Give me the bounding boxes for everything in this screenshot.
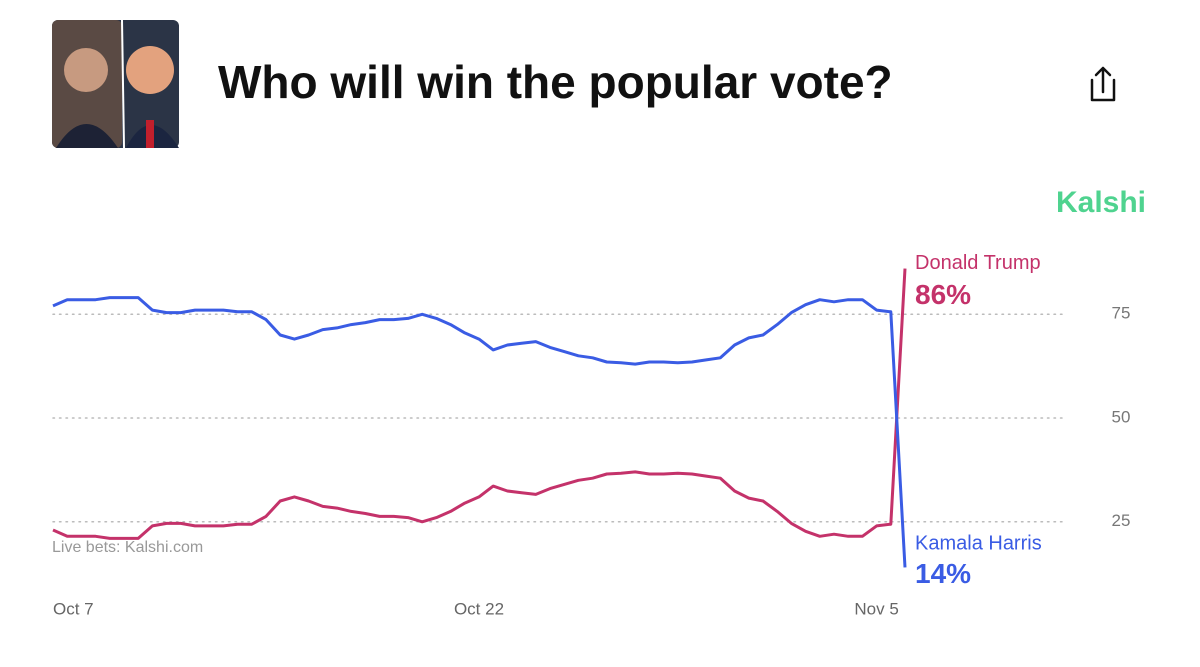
- legend-label: Kamala Harris: [915, 533, 1042, 555]
- legend-label: Donald Trump: [915, 252, 1041, 274]
- x-tick-label: Oct 7: [53, 599, 94, 618]
- x-tick-label: Oct 22: [454, 599, 504, 618]
- brand: Kalshi: [1056, 186, 1146, 219]
- source-note: Live bets: Kalshi.com: [52, 539, 203, 556]
- y-tick-label: 50: [1112, 407, 1131, 426]
- line: [52, 268, 907, 540]
- value-label: 14%: [915, 558, 971, 589]
- line: [52, 296, 907, 568]
- y-tick-label: 75: [1112, 304, 1131, 323]
- value-label: 86%: [915, 279, 971, 310]
- y-tick-label: 25: [1112, 511, 1131, 530]
- candidate-photo: [52, 19, 179, 149]
- x-tick-label: Nov 5: [854, 599, 898, 618]
- share-button[interactable]: [1090, 66, 1116, 102]
- chart-title: Who will win the popular vote?: [218, 56, 893, 108]
